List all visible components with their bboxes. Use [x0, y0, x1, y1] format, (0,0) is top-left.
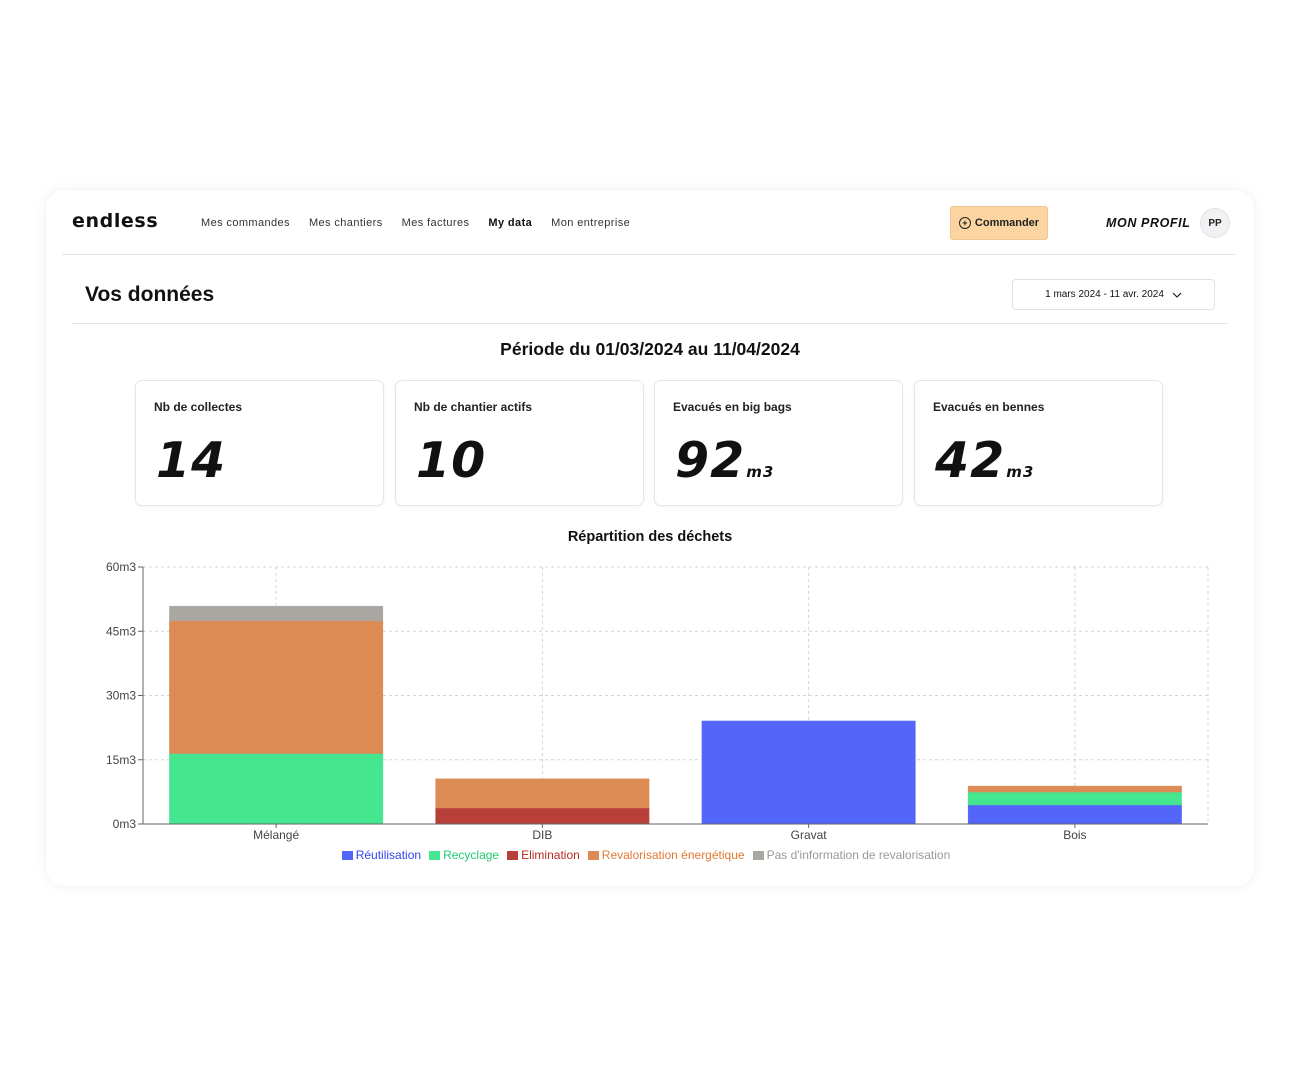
- bar-segment: [701, 720, 916, 825]
- nav-link-my-data[interactable]: My data: [488, 217, 533, 229]
- nav-link-mes-chantiers[interactable]: Mes chantiers: [308, 217, 383, 229]
- kpi-value: 42m3: [935, 432, 1035, 489]
- kpi-card-big-bags: Evacués en big bags 92m3: [654, 380, 903, 506]
- legend-item[interactable]: Elimination: [507, 848, 580, 862]
- legend-item[interactable]: Recyclage: [429, 848, 499, 862]
- y-tick-label: 30m3: [106, 689, 136, 703]
- kpi-value: 10: [416, 432, 487, 489]
- bar-segment: [435, 778, 650, 809]
- legend-item[interactable]: Pas d'information de revalorisation: [752, 848, 951, 862]
- nav-link-mes-factures[interactable]: Mes factures: [401, 217, 470, 229]
- nav-link-mon-entreprise[interactable]: Mon entreprise: [551, 217, 631, 229]
- legend-swatch: [752, 850, 764, 860]
- legend-item[interactable]: Réutilisation: [341, 848, 422, 862]
- dashboard-card: endless Mes commandes Mes chantiers Mes …: [46, 190, 1254, 886]
- nav-link-mes-commandes[interactable]: Mes commandes: [201, 217, 290, 229]
- date-range-picker[interactable]: 1 mars 2024 - 11 avr. 2024: [1012, 279, 1215, 310]
- plus-circle-icon: +: [958, 217, 971, 229]
- x-tick-label: Bois: [1063, 828, 1086, 842]
- kpi-label: Evacués en bennes: [933, 400, 1045, 414]
- commander-button[interactable]: + Commander: [950, 206, 1048, 240]
- nav-links: Mes commandes Mes chantiers Mes factures…: [201, 217, 649, 229]
- chart-title: Répartition des déchets: [567, 529, 733, 545]
- x-tick-label: DIB: [532, 828, 552, 842]
- legend-label: Recyclage: [443, 848, 500, 862]
- kpi-label: Evacués en big bags: [673, 400, 792, 414]
- kpi-label: Nb de chantier actifs: [414, 400, 533, 414]
- y-tick-label: 60m3: [106, 560, 136, 574]
- bar-segment: [967, 804, 1182, 825]
- bar-segment: [435, 807, 650, 825]
- bar-segment: [169, 752, 384, 825]
- legend-label: Revalorisation énergétique: [601, 848, 745, 862]
- legend-label: Elimination: [521, 848, 580, 862]
- waste-distribution-chart: 0m3 15m3 30m3 45m3 60m3 Mélangé DIB Gravat Bois: [106, 560, 1209, 842]
- period-heading: Période du 01/03/2024 au 11/04/2024: [500, 339, 800, 359]
- chevron-down-icon: [1172, 292, 1182, 298]
- x-tick-label: Mélangé: [253, 828, 299, 842]
- title-divider: [72, 323, 1228, 324]
- bar-segment: [169, 620, 384, 754]
- bar-segment: [967, 791, 1182, 806]
- bar-segment: [169, 605, 384, 622]
- chart-legend: Réutilisation Recyclage Elimination Revalor…: [46, 848, 1254, 862]
- legend-swatch: [341, 850, 353, 860]
- legend-swatch: [507, 850, 519, 860]
- y-tick-label: 15m3: [106, 753, 136, 767]
- kpi-value: 92m3: [675, 432, 775, 489]
- y-tick-label: 0m3: [113, 817, 137, 831]
- endless-logo[interactable]: endless: [72, 210, 159, 232]
- legend-label: Pas d'information de revalorisation: [766, 848, 951, 862]
- profile-link[interactable]: MON PROFIL: [1106, 216, 1191, 230]
- legend-label: Réutilisation: [355, 848, 422, 862]
- page-title: Vos données: [85, 283, 215, 306]
- bar-segment: [967, 785, 1182, 793]
- legend-swatch: [587, 850, 599, 860]
- y-tick-label: 45m3: [106, 624, 136, 638]
- legend-item[interactable]: Revalorisation énergétique: [587, 848, 745, 862]
- avatar[interactable]: PP: [1200, 208, 1230, 238]
- kpi-value: 14: [156, 432, 227, 489]
- kpi-label: Nb de collectes: [154, 400, 243, 414]
- commander-button-label: Commander: [974, 217, 1040, 229]
- top-navigation: endless Mes commandes Mes chantiers Mes …: [62, 190, 1236, 255]
- date-range-value: 1 mars 2024 - 11 avr. 2024: [1045, 289, 1164, 300]
- legend-swatch: [429, 850, 441, 860]
- kpi-card-bennes: Evacués en bennes 42m3: [914, 380, 1163, 506]
- kpi-card-chantiers-actifs: Nb de chantier actifs 10: [395, 380, 644, 506]
- kpi-card-collectes: Nb de collectes 14: [135, 380, 384, 506]
- x-tick-label: Gravat: [791, 828, 828, 842]
